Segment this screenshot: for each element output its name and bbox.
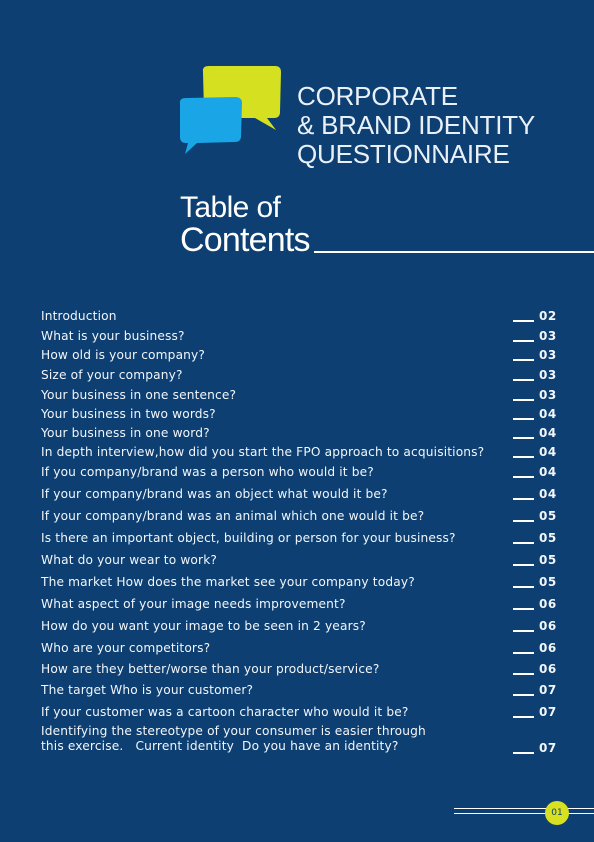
footer-rule-lines [454, 808, 594, 816]
toc-entry-label: If your customer was a cartoon character… [41, 705, 409, 719]
toc-entry-page: 04 [539, 465, 557, 479]
title-line: QUESTIONNAIRE [297, 139, 510, 169]
toc-entry-label: If your company/brand was an animal whic… [41, 509, 425, 523]
toc-entry[interactable]: Your business in two words? 04 [41, 404, 561, 424]
toc-entry-page: 06 [539, 662, 557, 676]
toc-entry[interactable]: Size of your company? 03 [41, 365, 561, 385]
toc-entry-page: 04 [539, 445, 557, 459]
leader-dash [513, 542, 534, 544]
leader-dash [513, 418, 534, 420]
toc-entry-label: Your business in one word? [41, 426, 210, 440]
toc-entry-page: 03 [539, 348, 557, 362]
title-line: & BRAND IDENTITY [297, 110, 536, 140]
toc-entry-label: In depth interview,how did you start the… [41, 445, 485, 459]
leader-dash [513, 476, 534, 478]
toc-entry-page: 06 [539, 641, 557, 655]
toc-entry[interactable]: If your company/brand was an object what… [41, 484, 561, 504]
toc-heading: Table of Contents [180, 192, 310, 257]
toc-entry-label: If your company/brand was an object what… [41, 487, 388, 501]
toc-entry[interactable]: What aspect of your image needs improvem… [41, 594, 561, 614]
leader-dash [513, 498, 534, 500]
leader-dash [513, 340, 534, 342]
toc-entry-page: 05 [539, 553, 557, 567]
toc-entry-page: 03 [539, 329, 557, 343]
toc-entry-label: Introduction [41, 309, 117, 323]
toc-entry-label: Your business in one sentence? [41, 388, 237, 402]
speech-bubbles-icon [179, 66, 281, 154]
toc-entry-label: How do you want your image to be seen in… [41, 619, 366, 633]
heading-rule-divider [314, 251, 594, 253]
toc-entry-page: 06 [539, 619, 557, 633]
toc-entry[interactable]: Is there an important object, building o… [41, 528, 561, 548]
toc-heading-bottom: Contents [180, 221, 310, 259]
leader-dash [513, 586, 534, 588]
leader-dash [513, 320, 534, 322]
toc-entry-label: What is your business? [41, 329, 185, 343]
toc-entry-page: 05 [539, 575, 557, 589]
title-line: CORPORATE [297, 81, 458, 111]
leader-dash [513, 694, 534, 696]
toc-entry-page: 04 [539, 426, 557, 440]
leader-dash [513, 652, 534, 654]
toc-entry-page: 07 [539, 705, 557, 719]
toc-entry-label: Identifying the stereotype of your consu… [41, 724, 426, 753]
leader-dash [513, 520, 534, 522]
leader-dash [513, 716, 534, 718]
toc-entry-page: 04 [539, 487, 557, 501]
toc-entry[interactable]: How old is your company? 03 [41, 345, 561, 365]
toc-entry-label: What aspect of your image needs improvem… [41, 597, 346, 611]
toc-entry-page: 07 [539, 741, 557, 755]
toc-entry-label: Is there an important object, building o… [41, 531, 456, 545]
page-number-badge: 01 [545, 801, 569, 825]
leader-dash [513, 752, 534, 754]
toc-entry[interactable]: Who are your competitors? 06 [41, 638, 561, 658]
toc-entry-page: 05 [539, 531, 557, 545]
toc-entry[interactable]: The target Who is your customer? 07 [41, 680, 561, 700]
document-title: CORPORATE & BRAND IDENTITY QUESTIONNAIRE [297, 82, 535, 169]
toc-entry-label: How are they better/worse than your prod… [41, 662, 380, 676]
toc-entry[interactable]: Identifying the stereotype of your consu… [41, 722, 561, 758]
leader-dash [513, 437, 534, 439]
toc-entry-page: 02 [539, 309, 557, 323]
toc-entry[interactable]: The market How does the market see your … [41, 572, 561, 592]
front-speech-bubble [179, 97, 242, 154]
toc-entry-page: 07 [539, 683, 557, 697]
toc-entry[interactable]: What do your wear to work? 05 [41, 550, 561, 570]
toc-entry[interactable]: Your business in one word? 04 [41, 423, 561, 443]
toc-entry[interactable]: If you company/brand was a person who wo… [41, 462, 561, 482]
toc-entry[interactable]: Your business in one sentence? 03 [41, 385, 561, 405]
toc-entry[interactable]: In depth interview,how did you start the… [41, 442, 561, 462]
toc-entry-page: 04 [539, 407, 557, 421]
leader-dash [513, 379, 534, 381]
leader-dash [513, 399, 534, 401]
toc-entry[interactable]: If your customer was a cartoon character… [41, 702, 561, 722]
leader-dash [513, 673, 534, 675]
toc-entry-label: What do your wear to work? [41, 553, 218, 567]
toc-entry-page: 03 [539, 388, 557, 402]
toc-entry-label: The target Who is your customer? [41, 683, 254, 697]
toc-entry-label: Size of your company? [41, 368, 183, 382]
toc-entry-page: 05 [539, 509, 557, 523]
leader-dash [513, 359, 534, 361]
leader-dash [513, 564, 534, 566]
toc-entry-label: Who are your competitors? [41, 641, 211, 655]
toc-heading-top: Table of [180, 191, 281, 224]
toc-entry-label: The market How does the market see your … [41, 575, 415, 589]
toc-entry-page: 03 [539, 368, 557, 382]
footer-rule [454, 813, 594, 814]
toc-entry-label: Your business in two words? [41, 407, 216, 421]
toc-entry-page: 06 [539, 597, 557, 611]
leader-dash [513, 630, 534, 632]
footer-rule [454, 808, 594, 809]
toc-entry[interactable]: How do you want your image to be seen in… [41, 616, 561, 636]
toc-entry[interactable]: How are they better/worse than your prod… [41, 659, 561, 679]
leader-dash [513, 608, 534, 610]
leader-dash [513, 456, 534, 458]
toc-entry[interactable]: If your company/brand was an animal whic… [41, 506, 561, 526]
toc-entry[interactable]: Introduction 02 [41, 306, 561, 326]
toc-entry-label: How old is your company? [41, 348, 206, 362]
toc-entry-label: If you company/brand was a person who wo… [41, 465, 374, 479]
toc-entry[interactable]: What is your business? 03 [41, 326, 561, 346]
